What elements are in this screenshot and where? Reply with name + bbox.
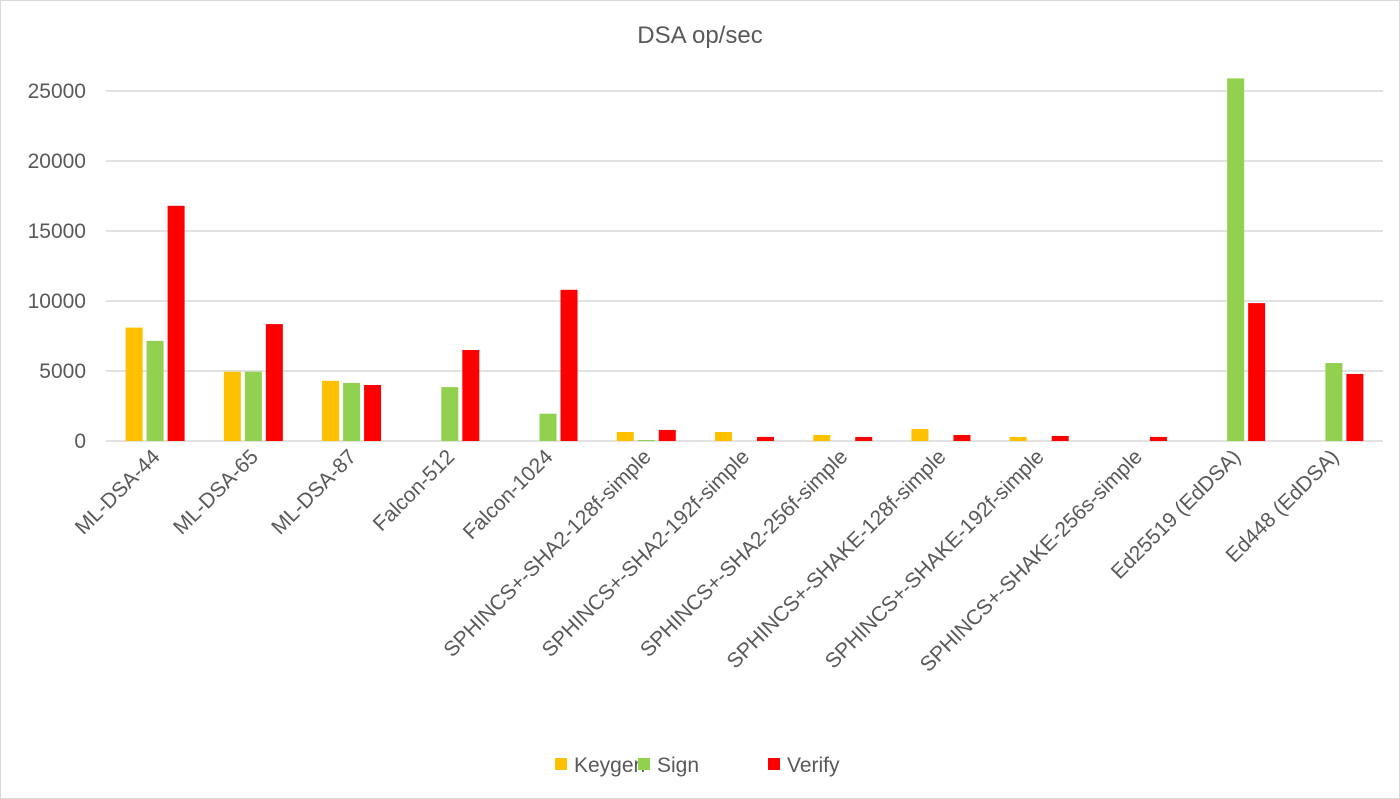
bar-sign [441, 387, 459, 441]
bar-verify [1346, 373, 1364, 441]
bar-verify [953, 434, 971, 441]
legend-label: Verify [787, 754, 840, 777]
x-tick-label: SPHINCS+-SHAKE-192f-simple [821, 445, 1049, 673]
x-tick-label: ML-DSA-44 [71, 445, 165, 539]
bar-keygen [813, 434, 831, 441]
bar-keygen [1009, 436, 1027, 441]
chart-title: DSA op/sec [637, 22, 762, 49]
bar-sign [637, 440, 655, 441]
legend-swatch-sign [638, 758, 650, 770]
y-tick-label: 25000 [28, 80, 86, 103]
bar-verify [167, 205, 185, 441]
bar-sign [1227, 78, 1245, 442]
bar-verify [1149, 436, 1167, 441]
bar-keygen [125, 327, 143, 441]
legend-label: Sign [657, 754, 699, 777]
bar-keygen [715, 432, 732, 441]
legend-label: Keygen [574, 754, 645, 777]
bar-sign [146, 340, 164, 441]
x-tick-label: SPHINCS+-SHAKE-128f-simple [723, 445, 951, 673]
y-tick-label: 5000 [39, 360, 86, 383]
y-tick-label: 15000 [28, 220, 86, 243]
bar-verify [265, 324, 283, 441]
y-tick-label: 0 [74, 430, 86, 453]
bar-sign [539, 413, 557, 441]
bar-keygen [223, 371, 241, 441]
y-tick-label: 20000 [28, 150, 86, 173]
x-tick-label: Falcon-1024 [459, 445, 558, 544]
bar-keygen [911, 428, 929, 441]
x-tick-label: SPHINCS+-SHA2-256f-simple [636, 445, 852, 661]
bar-verify [1051, 435, 1069, 441]
legend-swatch-verify [768, 758, 780, 770]
bar-sign [343, 382, 361, 441]
bar-verify [757, 436, 774, 441]
bar-verify [364, 385, 382, 441]
x-tick-label: SPHINCS+-SHA2-192f-simple [538, 445, 754, 661]
bar-keygen [616, 432, 634, 441]
bar-keygen [322, 380, 340, 441]
y-tick-label: 10000 [28, 290, 86, 313]
x-tick-label: Falcon-512 [369, 445, 460, 536]
bar-verify [855, 436, 873, 441]
bar-verify [560, 289, 578, 441]
x-tick-label: SPHINCS+-SHA2-128f-simple [439, 445, 655, 661]
x-tick-label: ML-DSA-87 [267, 445, 361, 539]
bar-verify [462, 350, 480, 441]
x-tick-label: ML-DSA-65 [169, 445, 263, 539]
bar-verify [658, 429, 676, 441]
bar-sign [244, 371, 262, 441]
bar-verify [1248, 303, 1266, 441]
bar-sign [1325, 363, 1343, 441]
legend-swatch-keygen [555, 758, 567, 770]
